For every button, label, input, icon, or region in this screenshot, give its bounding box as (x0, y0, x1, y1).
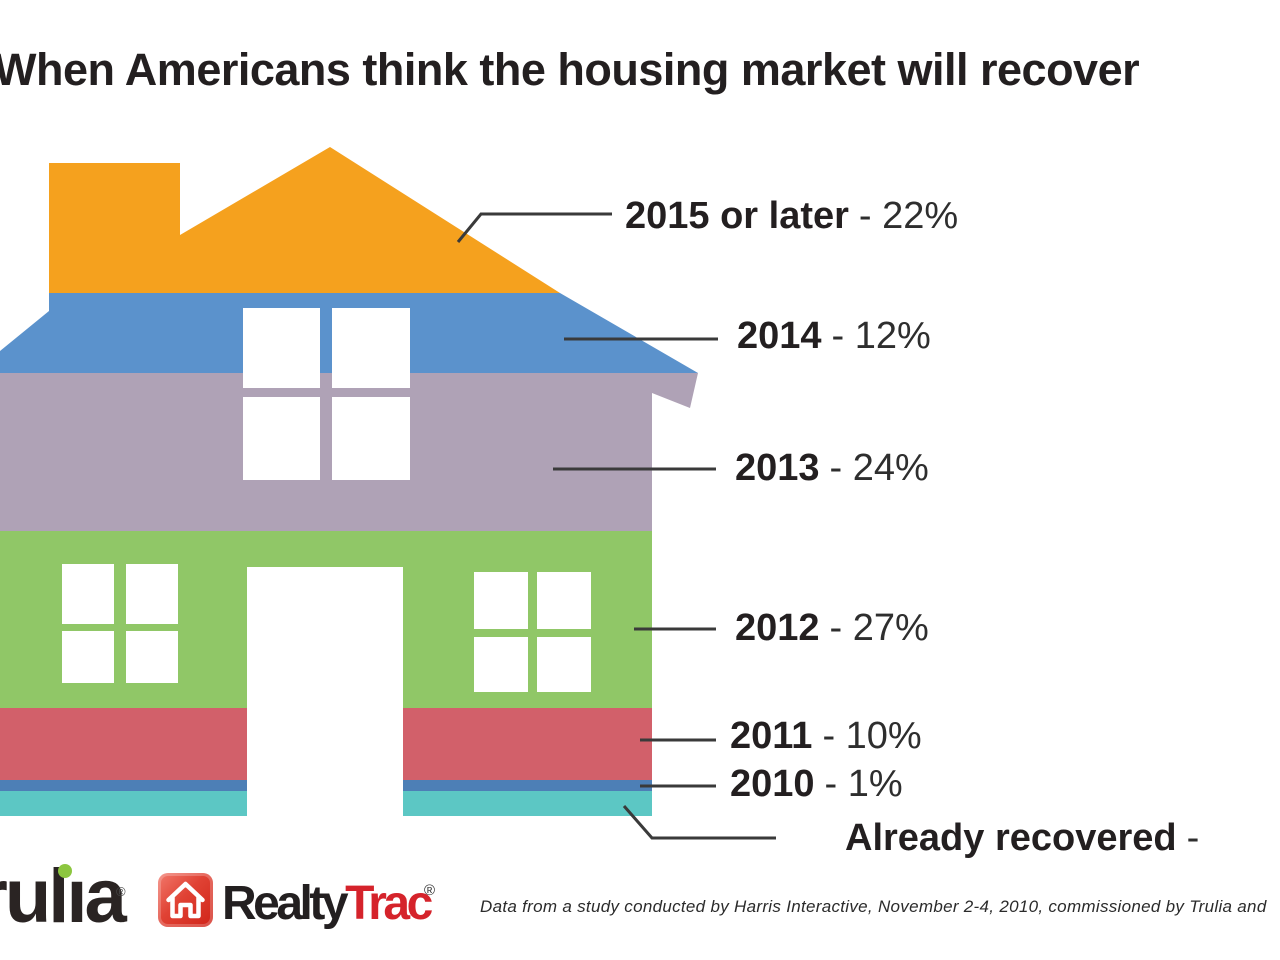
label-2012: 2012- 27% (735, 605, 929, 651)
label-value: - 12% (831, 315, 931, 357)
label-value: - 1% (824, 763, 903, 805)
page-title: When Americans think the housing market … (0, 44, 1140, 95)
label-2014: 2014- 12% (737, 313, 931, 359)
upper-window (243, 308, 410, 480)
realtytrac-registered-mark: ® (424, 882, 436, 899)
label-already-recovered: Already recovered - (845, 815, 1199, 861)
leader-2015 (456, 212, 612, 243)
label-year: Already recovered (845, 817, 1177, 859)
label-year: 2015 or later (625, 195, 849, 237)
label-value: - (1186, 817, 1200, 859)
label-year: 2012 (735, 607, 820, 649)
label-year: 2013 (735, 447, 820, 489)
realtytrac-wordmark: RealtyTrac (222, 876, 433, 931)
label-year: 2014 (737, 315, 822, 357)
label-2011: 2011- 10% (730, 713, 922, 759)
label-value: - 10% (822, 715, 922, 757)
source-footnote: Data from a study conducted by Harris In… (480, 897, 1267, 916)
trulia-registered-mark: ® (116, 884, 126, 899)
realtytrac-trac-text: Trac (345, 877, 433, 930)
lower-left-window (62, 564, 178, 683)
label-value: - 24% (829, 447, 929, 489)
label-year: 2011 (730, 715, 813, 757)
leader-already-recovered (622, 805, 776, 840)
realtytrac-realty-text: Realty (222, 877, 349, 930)
lower-right-window (474, 572, 591, 692)
label-value: - 22% (858, 195, 959, 237)
realtytrac-house-icon (158, 873, 213, 927)
label-value: - 27% (829, 607, 929, 649)
label-2013: 2013- 24% (735, 445, 929, 491)
label-year: 2010 (730, 763, 815, 805)
segment-2015-roof (49, 147, 560, 293)
trulia-i-dot (58, 864, 72, 878)
door (247, 567, 403, 830)
leader-lines (456, 212, 776, 840)
label-2010: 2010- 1% (730, 761, 903, 807)
label-2015-or-later: 2015 or later - 22% (625, 193, 958, 239)
house-icon (166, 881, 205, 919)
